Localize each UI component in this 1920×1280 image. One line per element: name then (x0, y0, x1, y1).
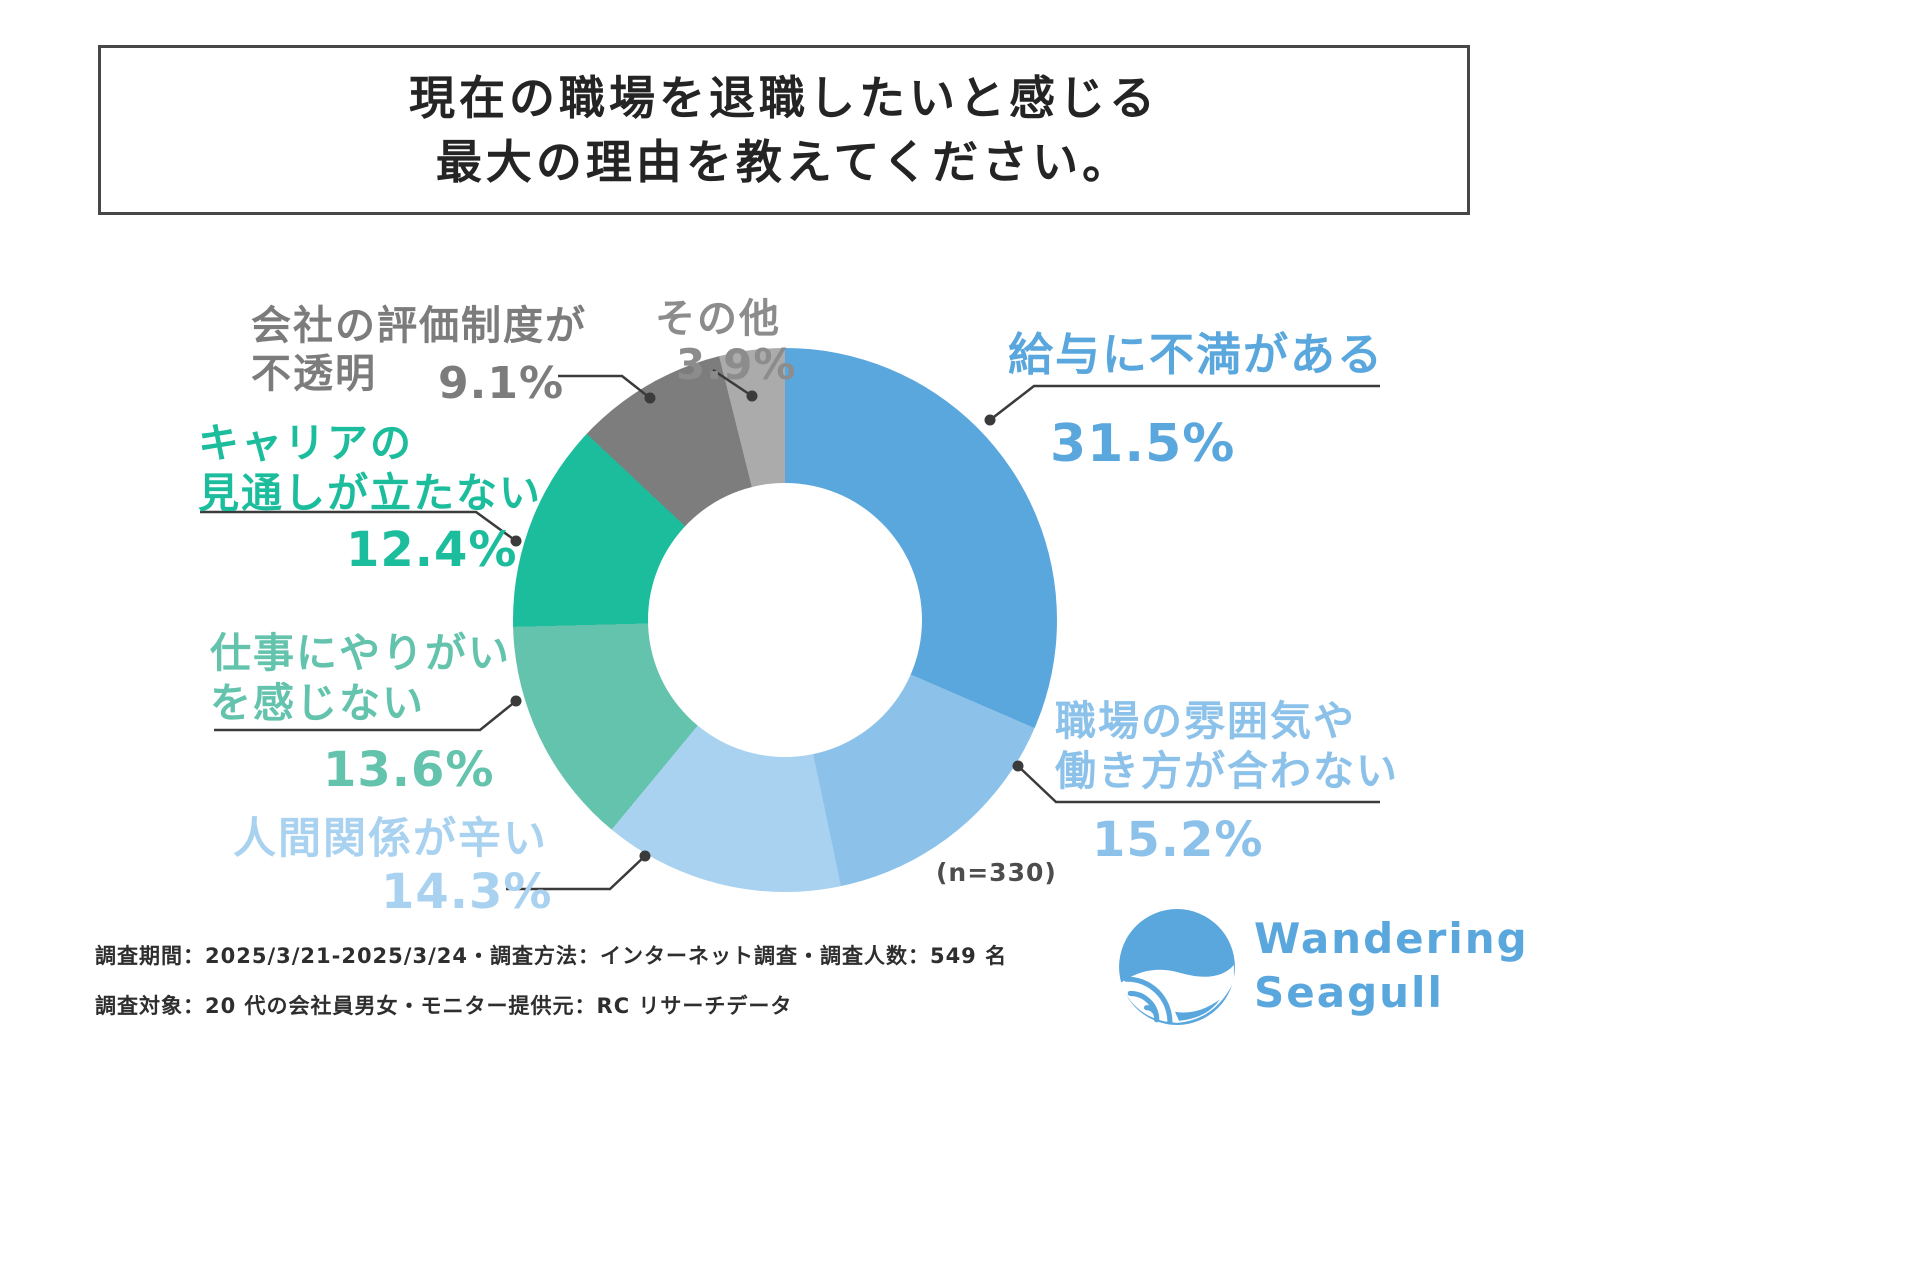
callout-evaluation-line-1: 会社の評価制度が (251, 303, 587, 349)
leader-dot-salary (984, 414, 996, 426)
callout-relationships-percent: 14.3% (381, 864, 553, 920)
sample-size-label: (n=330) (936, 858, 1057, 887)
logo-text-line-2: Seagull (1254, 968, 1444, 1017)
title-line-2: 最大の理由を教えてください。 (435, 135, 1133, 189)
donut-hole (648, 483, 922, 757)
callout-atmosphere-line-1: 職場の雰囲気や (1055, 697, 1356, 745)
callout-atmosphere-label: 職場の雰囲気や 働き方が合わない (1055, 696, 1399, 796)
callout-career-line-2: 見通しが立たない (198, 469, 542, 517)
footer-line-2: 調査対象：20 代の会社員男女・モニター提供元：RC リサーチデータ (95, 994, 793, 1018)
callout-fulfillment-line-1: 仕事にやりがい (210, 629, 511, 677)
callout-fulfillment-percent: 13.6% (323, 742, 495, 798)
callout-salary-percent: 31.5% (1050, 414, 1236, 474)
callout-career-label: キャリアの 見通しが立たない (198, 418, 542, 518)
callout-other-percent: 3.9% (676, 340, 797, 389)
callout-fulfillment-label: 仕事にやりがい を感じない (210, 628, 511, 728)
callout-career-line-1: キャリアの (198, 419, 413, 467)
callout-evaluation-line-2: 不透明 (251, 351, 377, 397)
logo-text-line-1: Wandering (1254, 914, 1529, 963)
callout-other-label: その他 (655, 296, 781, 342)
leader-dot-fulfillment (510, 695, 522, 707)
title-line-1: 現在の職場を退職したいと感じる (409, 71, 1159, 125)
footer-line-1: 調査期間：2025/3/21-2025/3/24・調査方法：インターネット調査・… (95, 944, 1008, 968)
callout-atmosphere-line-2: 働き方が合わない (1055, 747, 1399, 795)
callout-relationships-label: 人間関係が辛い (233, 814, 548, 864)
title-box: 現在の職場を退職したいと感じる 最大の理由を教えてください。 (98, 45, 1470, 215)
callout-fulfillment-line-2: を感じない (210, 679, 425, 727)
callout-evaluation-percent: 9.1% (438, 358, 565, 409)
callout-evaluation-label: 会社の評価制度が 不透明 (251, 302, 587, 398)
callout-career-percent: 12.4% (346, 522, 518, 578)
callout-salary-label: 給与に不満がある (1008, 328, 1385, 381)
callout-atmosphere-percent: 15.2% (1092, 812, 1264, 868)
seagull-logo-icon (1119, 909, 1235, 1025)
